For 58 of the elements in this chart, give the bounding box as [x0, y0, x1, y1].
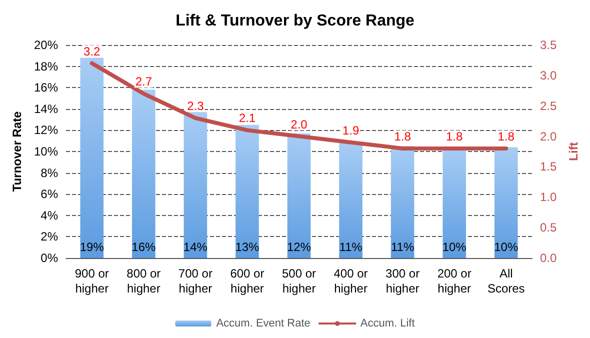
data-label: 2.7 [135, 74, 152, 89]
y2-axis-title: Lift [566, 142, 581, 161]
data-label: 1.8 [394, 129, 412, 144]
bar [390, 146, 414, 258]
bar [494, 147, 518, 258]
x-tick-label: 400 or higher [334, 266, 368, 296]
y-tick-label: 8% [40, 166, 58, 180]
x-tick-label: 700 or higher [178, 266, 212, 296]
y-tick-label: 16% [34, 80, 58, 95]
y2-tick-label: 2.0 [540, 129, 558, 144]
y-tick-label: 4% [40, 208, 58, 222]
x-tick-label: 300 or higher [386, 266, 420, 296]
data-label: 16% [132, 240, 156, 254]
bar [287, 133, 311, 258]
x-tick-label: All Scores [487, 266, 525, 296]
bar [339, 142, 362, 258]
y-tick-label: 0% [40, 251, 58, 265]
data-label: 10% [494, 240, 518, 254]
legend-label: Accum. Lift [360, 318, 415, 330]
y2-tick-label: 1.5 [540, 160, 558, 174]
data-label: 11% [339, 240, 363, 254]
data-label: 1.8 [498, 129, 515, 144]
data-label: 1.8 [446, 129, 463, 144]
y-tick-label: 2% [40, 230, 58, 244]
data-label: 14% [183, 240, 208, 254]
y2-tick-label: 1.0 [540, 190, 558, 204]
y2-tick-label: 0.0 [540, 251, 558, 265]
legend-label: Accum. Event Rate [216, 318, 310, 330]
bar [236, 124, 259, 258]
x-tick-label: 900 or higher [74, 266, 109, 296]
bar [132, 90, 156, 258]
bar [80, 58, 104, 258]
data-label: 19% [80, 240, 104, 254]
data-label: 11% [390, 240, 414, 254]
y2-tick-label: 3.5 [540, 38, 558, 52]
y-tick-label: 6% [40, 187, 58, 202]
data-label: 2.0 [290, 117, 308, 132]
y2-tick-label: 3.0 [540, 68, 558, 82]
y-axis-title: Turnover Rate [10, 110, 24, 192]
data-label: 10% [442, 240, 467, 254]
y-tick-label: 14% [34, 102, 58, 116]
data-label: 3.2 [84, 44, 101, 58]
x-tick-label: 800 or higher [126, 266, 161, 296]
y-tick-label: 20% [34, 38, 58, 52]
data-label: 2.1 [238, 111, 256, 126]
data-label: 2.3 [187, 99, 204, 114]
x-tick-label: 200 or higher [437, 266, 472, 296]
y-tick-label: 10% [34, 144, 58, 158]
x-tick-label: 600 or higher [230, 266, 264, 296]
x-tick-label: 500 or higher [282, 266, 316, 296]
y-tick-label: 18% [34, 59, 58, 74]
data-label: 1.9 [342, 123, 360, 138]
chart-title: Lift & Turnover by Score Range [176, 12, 415, 30]
data-label: 12% [286, 240, 312, 254]
y2-tick-label: 2.5 [540, 98, 558, 113]
y2-tick-label: 0.5 [540, 220, 558, 235]
y-tick-label: 12% [34, 123, 58, 138]
data-label: 13% [235, 240, 260, 254]
